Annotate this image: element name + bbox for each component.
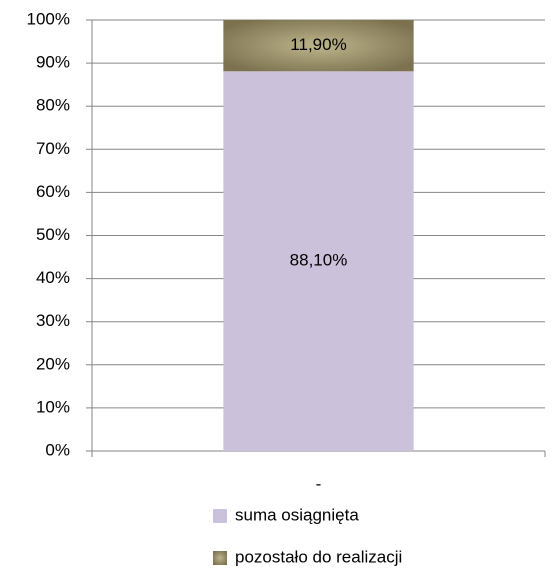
y-tick-label: 60% xyxy=(36,182,70,201)
legend-swatch xyxy=(213,551,227,565)
bar-segment xyxy=(223,20,414,72)
legend-label: suma osiągnięta xyxy=(235,505,359,524)
y-tick-label: 30% xyxy=(36,311,70,330)
y-tick-label: 80% xyxy=(36,96,70,115)
legend-swatch xyxy=(213,509,227,523)
legend-label: pozostało do realizacji xyxy=(235,547,402,566)
data-label: 88,10% xyxy=(290,251,348,270)
y-tick-label: 40% xyxy=(36,268,70,287)
y-tick-label: 70% xyxy=(36,139,70,158)
y-tick-label: 10% xyxy=(36,397,70,416)
data-label: 11,90% xyxy=(290,35,346,54)
y-tick-label: 20% xyxy=(36,354,70,373)
y-tick-label: 100% xyxy=(27,9,70,28)
x-tick-label: - xyxy=(316,474,322,493)
bar-segment xyxy=(223,71,414,451)
y-tick-label: 90% xyxy=(36,53,70,72)
y-tick-label: 0% xyxy=(45,440,70,459)
y-tick-label: 50% xyxy=(36,225,70,244)
